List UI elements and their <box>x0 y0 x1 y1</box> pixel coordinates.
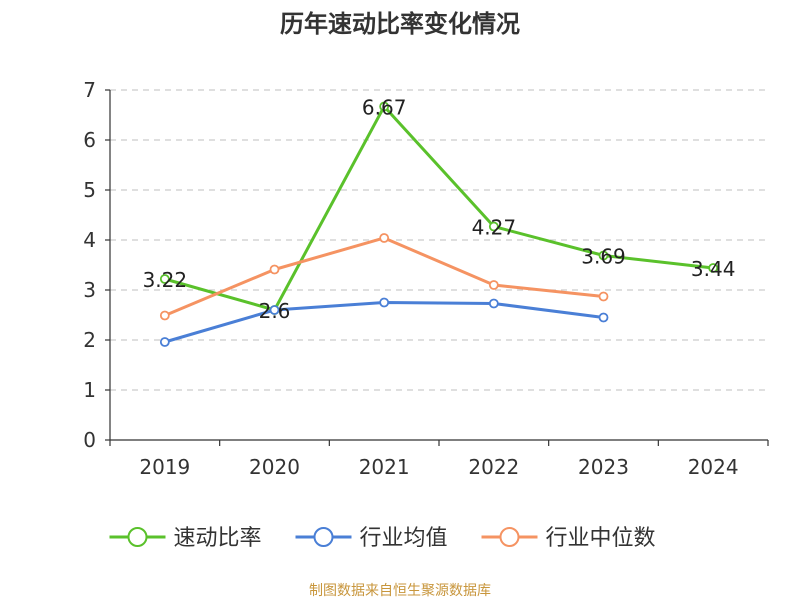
x-tick-label: 2023 <box>578 455 629 479</box>
data-point <box>598 291 609 302</box>
data-labels: 3.22 2.6 6.67 4.27 3.69 3.44 <box>143 96 736 324</box>
y-tick-label: 1 <box>83 378 96 402</box>
data-point <box>159 274 170 284</box>
source-note: 制图数据来自恒生聚源数据库 <box>309 583 491 599</box>
x-tick-label: 2024 <box>688 455 739 479</box>
legend-label: 速动比率 <box>174 526 262 551</box>
data-point <box>708 263 719 273</box>
y-tick-label: 0 <box>83 428 96 452</box>
data-point <box>598 312 609 323</box>
data-point <box>379 233 390 243</box>
series-lines <box>159 101 719 347</box>
legend-item-3[interactable]: 行业中位数 <box>481 526 656 551</box>
y-tick-label: 6 <box>83 128 96 152</box>
data-point <box>488 298 499 309</box>
data-label: 6.67 <box>362 96 407 120</box>
legend-item-2[interactable]: 行业均值 <box>295 526 448 551</box>
data-point <box>269 264 280 275</box>
gridlines <box>110 89 768 391</box>
x-tick-label: 2021 <box>359 455 410 479</box>
y-tick-label: 4 <box>83 228 96 252</box>
data-point <box>159 337 170 347</box>
x-tick-label: 2022 <box>468 455 519 479</box>
legend-marker <box>313 527 334 547</box>
y-tick-label: 2 <box>83 328 96 352</box>
data-point <box>269 305 280 315</box>
series-line-2 <box>164 301 604 344</box>
data-point <box>488 280 499 290</box>
legend[interactable]: 速动比率 行业均值 行业中位数 <box>109 526 656 551</box>
data-point <box>488 221 499 232</box>
series-line-1 <box>164 105 714 312</box>
legend-marker <box>499 527 520 547</box>
legend-marker <box>127 527 148 547</box>
data-label: 4.27 <box>472 216 517 240</box>
data-label: 3.22 <box>143 268 188 292</box>
legend-item-1[interactable]: 速动比率 <box>109 526 262 551</box>
data-label: 2.6 <box>259 299 291 323</box>
x-tick-label: 2019 <box>139 455 190 479</box>
data-point <box>379 297 390 308</box>
y-tick-label: 3 <box>83 278 96 302</box>
chart-title: 历年速动比率变化情况 <box>280 10 520 38</box>
legend-label: 行业均值 <box>360 526 448 551</box>
data-point <box>598 250 609 261</box>
data-label: 3.44 <box>691 257 736 281</box>
legend-label: 行业中位数 <box>546 526 656 551</box>
data-point <box>379 101 390 112</box>
data-label: 3.69 <box>581 245 626 269</box>
data-point <box>159 310 170 321</box>
y-tick-label: 7 <box>83 78 96 102</box>
x-tick-label: 2020 <box>249 455 300 479</box>
axes: 0 1 2 3 4 5 6 7 2019 2020 2021 2022 2023 2024 <box>83 78 769 479</box>
y-tick-label: 5 <box>83 178 96 202</box>
